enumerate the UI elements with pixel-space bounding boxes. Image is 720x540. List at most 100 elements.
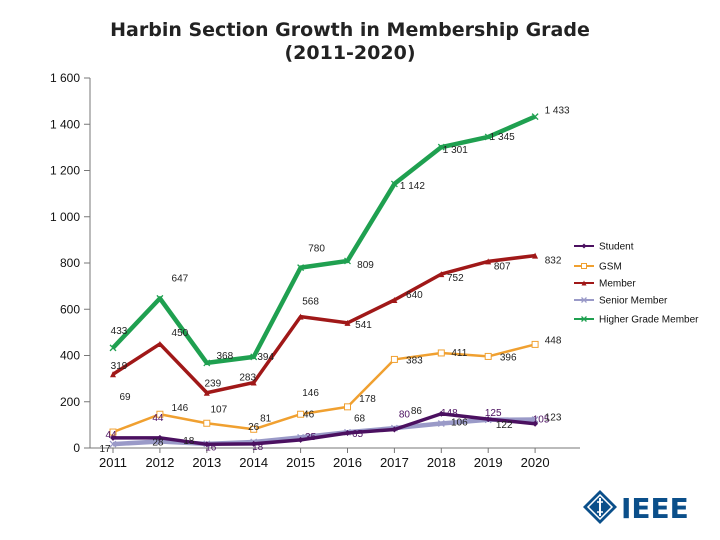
y-tick-label: 0 — [73, 441, 80, 455]
data-point — [109, 440, 117, 448]
chart-subtitle: (2011-2020) — [284, 42, 415, 64]
data-label: 68 — [354, 413, 366, 424]
data-label: 239 — [204, 379, 221, 390]
legend-label: Senior Member — [599, 296, 668, 307]
y-tick-label: 1 600 — [50, 71, 80, 85]
legend-label: Member — [599, 279, 636, 290]
data-label: 448 — [545, 335, 562, 346]
y-tick-label: 1 000 — [50, 210, 80, 224]
data-label: 148 — [441, 408, 458, 419]
x-tick-label: 2014 — [239, 455, 268, 470]
legend-item: GSM — [574, 262, 622, 273]
legend-item: Member — [574, 279, 636, 290]
data-point — [581, 316, 587, 322]
data-label: 541 — [355, 320, 372, 331]
data-label: 105 — [533, 415, 550, 426]
series-gsm — [109, 340, 539, 436]
data-label: 146 — [302, 388, 319, 399]
data-label: 80 — [399, 410, 411, 421]
data-label: 1 142 — [400, 181, 425, 192]
data-label: 383 — [406, 355, 423, 366]
data-point — [250, 379, 257, 386]
data-label: 178 — [359, 394, 376, 405]
legend-label: Student — [599, 242, 634, 253]
data-label: 26 — [248, 422, 260, 433]
y-axis-ticks: 0 200 400 600 800 1 000 1 200 1 400 1 600 — [50, 71, 90, 455]
data-label: 1 345 — [490, 132, 515, 143]
series-senior-member — [109, 416, 539, 448]
data-point — [531, 416, 539, 424]
data-label: 647 — [172, 273, 189, 284]
data-point — [297, 313, 304, 320]
series-member — [110, 252, 539, 396]
series-student — [110, 410, 539, 448]
data-label: 809 — [357, 260, 374, 271]
data-label: 18 — [183, 436, 195, 447]
x-axis-ticks: 2011 2012 2013 2014 2015 2016 2017 2018 2019 2020 — [99, 448, 550, 470]
data-label: 319 — [111, 361, 128, 372]
y-tick-label: 1 400 — [50, 117, 80, 131]
x-tick-label: 2011 — [99, 455, 127, 470]
series-line — [112, 343, 536, 434]
data-label: 44 — [105, 430, 117, 441]
data-label: 807 — [494, 261, 511, 272]
legend-label: GSM — [599, 262, 622, 273]
data-label: 107 — [210, 404, 227, 415]
data-point — [250, 440, 257, 447]
data-label: 16 — [205, 442, 217, 453]
data-point — [484, 352, 492, 360]
data-label: 411 — [451, 348, 467, 359]
x-tick-label: 2020 — [521, 455, 550, 470]
data-point — [484, 133, 492, 141]
data-point — [156, 294, 164, 302]
data-label: 1 433 — [545, 106, 570, 117]
data-point — [485, 258, 492, 265]
ieee-logo-text: IEEE — [621, 492, 689, 525]
data-point — [532, 420, 539, 427]
data-label: 81 — [260, 413, 272, 424]
data-label: 640 — [406, 290, 423, 301]
data-point — [437, 420, 445, 427]
data-point — [297, 436, 304, 443]
data-point — [203, 419, 211, 427]
x-tick-label: 2013 — [192, 455, 221, 470]
data-point — [390, 180, 398, 188]
data-point — [391, 426, 398, 433]
data-point — [110, 434, 116, 441]
data-point — [437, 349, 445, 357]
data-point — [297, 410, 305, 418]
ieee-logo-diamond-icon — [583, 490, 617, 524]
data-label: 28 — [152, 438, 164, 449]
x-tick-label: 2017 — [380, 455, 409, 470]
data-point — [485, 416, 492, 423]
data-label: 18 — [252, 442, 264, 453]
data-label: 394 — [257, 352, 274, 363]
data-point — [344, 429, 351, 436]
data-point — [203, 389, 210, 396]
data-point — [156, 340, 163, 347]
legend-label: Higher Grade Member — [599, 315, 699, 326]
legend-item: Higher Grade Member — [574, 315, 699, 326]
data-label: 44 — [152, 413, 164, 424]
data-point — [344, 257, 351, 265]
y-tick-label: 800 — [60, 256, 80, 270]
series-line — [112, 253, 536, 395]
data-point — [581, 243, 587, 249]
data-label: 780 — [308, 244, 325, 255]
chart-title: Harbin Section Growth in Membership Grad… — [110, 19, 590, 41]
data-point — [531, 113, 539, 121]
legend: Student GSM Member Senior Member Higher Grad… — [574, 242, 699, 326]
data-point — [203, 441, 210, 448]
y-tick-label: 400 — [60, 349, 80, 363]
data-point — [109, 428, 117, 436]
data-point — [250, 425, 258, 433]
data-point — [344, 319, 351, 326]
legend-item: Senior Member — [574, 296, 668, 307]
data-label: 368 — [216, 351, 233, 362]
data-label: 396 — [500, 352, 517, 363]
y-tick-label: 1 200 — [50, 164, 80, 178]
data-label: 1 301 — [443, 145, 468, 156]
data-point — [581, 297, 587, 303]
data-label: 283 — [239, 373, 256, 384]
